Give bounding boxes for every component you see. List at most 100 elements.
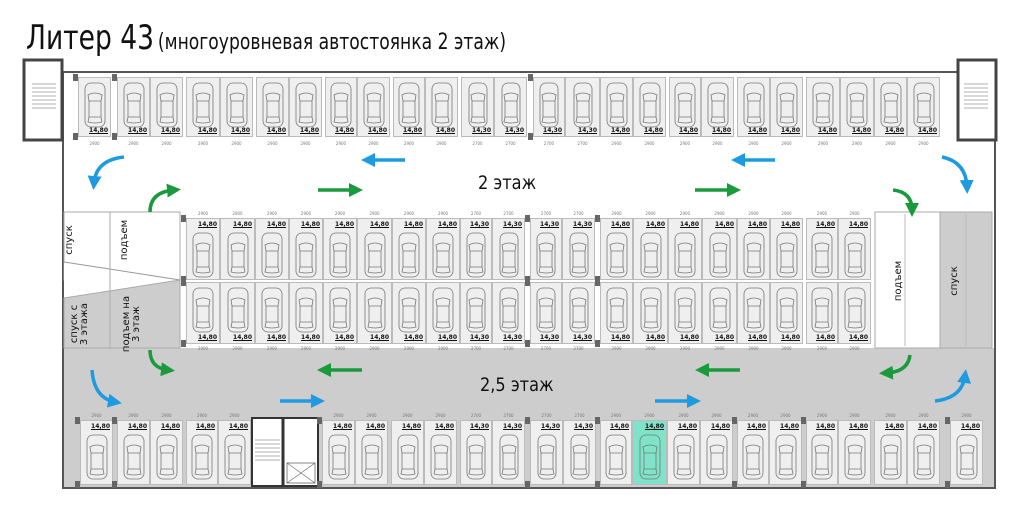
parking-spot[interactable]: 14,80 [633, 218, 668, 280]
parking-spot[interactable]: 14,30 [460, 420, 492, 485]
parking-spot[interactable]: 14,80 [186, 77, 220, 137]
parking-spot[interactable]: 14,80 [806, 420, 838, 485]
parking-spot[interactable]: 14,80 [700, 420, 733, 485]
parking-spot[interactable]: 14,30 [492, 420, 525, 485]
parking-spot[interactable]: 14,80 [289, 218, 323, 280]
parking-spot[interactable]: 14,80 [117, 77, 150, 137]
parking-spot[interactable]: 14,80 [838, 420, 871, 485]
spot-width-dimension: 2900 [748, 346, 759, 351]
parking-spot[interactable]: 14,80 [806, 218, 838, 280]
parking-spot[interactable]: 14,80 [323, 282, 357, 344]
parking-spot[interactable]: 14,80 [425, 77, 458, 137]
parking-spot[interactable]: 14,80 [426, 282, 460, 344]
spot-area: 14,80 [816, 423, 835, 430]
parking-spot[interactable]: 14,80 [393, 77, 425, 137]
parking-spot[interactable]: 14,80 [702, 282, 737, 344]
parking-spot[interactable]: 14,80 [838, 218, 871, 280]
parking-spot[interactable]: 14,30 [461, 77, 494, 137]
parking-spot[interactable]: 14,80 [78, 77, 111, 137]
parking-spot[interactable]: 14,80 [737, 77, 770, 137]
parking-spot[interactable]: 14,80 [874, 420, 907, 485]
parking-spot[interactable]: 14,80 [322, 420, 355, 485]
parking-spot[interactable]: 14,80 [770, 282, 803, 344]
parking-spot[interactable]: 14,80 [325, 77, 357, 137]
parking-spot[interactable]: 14,80 [838, 282, 871, 344]
parking-spot[interactable]: 14,30 [460, 282, 492, 344]
parking-spot[interactable]: 14,80 [770, 77, 803, 137]
parking-spot[interactable]: 14,80 [80, 420, 113, 485]
parking-spot[interactable]: 14,80 [701, 77, 734, 137]
parking-spot[interactable]: 14,80 [256, 77, 289, 137]
parking-spot[interactable]: 14,80 [600, 420, 632, 485]
parking-spot[interactable]: 14,80 [668, 218, 702, 280]
parking-spot[interactable]: 14,80 [669, 77, 701, 137]
parking-spot[interactable]: 14,30 [492, 282, 525, 344]
parking-spot[interactable]: 14,80 [907, 77, 940, 137]
parking-spot[interactable]: 14,30 [494, 77, 527, 137]
parking-spot[interactable]: 14,80 [424, 420, 457, 485]
parking-spot[interactable]: 14,80 [668, 282, 702, 344]
parking-spot[interactable]: 14,80 [220, 218, 255, 280]
car-icon [295, 82, 316, 128]
parking-spot[interactable]: 14,80 [806, 282, 838, 344]
parking-spot[interactable]: 14,80 [289, 77, 322, 137]
parking-spot[interactable]: 14,80 [737, 218, 770, 280]
parking-spot[interactable]: 14,80 [667, 420, 700, 485]
parking-spot[interactable]: 14,30 [460, 218, 492, 280]
parking-spot[interactable]: 14,30 [530, 282, 562, 344]
structural-column [732, 481, 737, 488]
parking-spot[interactable]: 14,80 [220, 77, 253, 137]
parking-spot[interactable]: 14,80 [323, 218, 357, 280]
parking-spot[interactable]: 14,80 [186, 282, 220, 344]
parking-spot[interactable]: 14,30 [565, 77, 600, 137]
parking-spot[interactable]: 14,80 [907, 420, 940, 485]
parking-spot[interactable]: 14,80 [769, 420, 802, 485]
parking-spot[interactable]: 14,80 [426, 218, 460, 280]
spot-width-dimension: 2900 [300, 346, 312, 351]
parking-spot[interactable]: 14,30 [492, 218, 525, 280]
parking-spot[interactable]: 14,80 [874, 77, 907, 137]
parking-spot[interactable]: 14,80 [186, 218, 220, 280]
parking-spot[interactable]: 14,80 [150, 77, 183, 137]
parking-spot[interactable]: 14,80 [150, 420, 183, 485]
spot-area: 14,80 [161, 127, 180, 134]
parking-spot[interactable]: 14,80 [806, 77, 840, 137]
parking-spot[interactable]: 14,30 [533, 77, 565, 137]
parking-spot[interactable]: 14,80 [600, 218, 633, 280]
parking-spot[interactable]: 14,30 [530, 420, 563, 485]
parking-spot[interactable]: 14,80 [218, 420, 251, 485]
parking-spot[interactable]: 14,80 [737, 282, 770, 344]
spot-area: 14,30 [505, 127, 524, 134]
parking-spot[interactable]: 14,80 [633, 77, 666, 137]
parking-spot[interactable]: 14,80 [600, 282, 633, 344]
parking-spot[interactable]: 14,30 [530, 218, 562, 280]
parking-spot[interactable]: 14,80 [355, 420, 388, 485]
parking-spot[interactable]: 14,80 [950, 420, 983, 485]
parking-spot[interactable]: 14,80 [392, 218, 426, 280]
parking-spot[interactable]: 14,30 [562, 282, 595, 344]
parking-spot[interactable]: 14,80 [357, 77, 390, 137]
parking-spot[interactable]: 14,80 [737, 420, 769, 485]
parking-spot[interactable]: 14,80 [117, 420, 150, 485]
parking-spot[interactable]: 14,80 [255, 282, 289, 344]
parking-spot[interactable]: 14,80 [392, 282, 426, 344]
spot-width-dimension: 2900 [816, 211, 828, 216]
parking-spot[interactable]: 14,80 [770, 218, 803, 280]
parking-spot[interactable]: 14,80 [840, 77, 874, 137]
parking-spot[interactable]: 14,80 [632, 420, 667, 485]
parking-spot[interactable]: 14,80 [600, 77, 633, 137]
parking-spot[interactable]: 14,80 [220, 282, 255, 344]
parking-spot[interactable]: 14,80 [357, 282, 392, 344]
parking-spot[interactable]: 14,80 [186, 420, 218, 485]
parking-spot[interactable]: 14,80 [289, 282, 323, 344]
parking-spot[interactable]: 14,80 [633, 282, 668, 344]
parking-spot[interactable]: 14,30 [563, 420, 596, 485]
arrow-curve-icon [148, 349, 175, 377]
car-icon [123, 434, 144, 480]
spot-area: 14,80 [438, 221, 457, 228]
parking-spot[interactable]: 14,30 [562, 218, 595, 280]
parking-spot[interactable]: 14,80 [255, 218, 289, 280]
parking-spot[interactable]: 14,80 [357, 218, 392, 280]
parking-spot[interactable]: 14,80 [702, 218, 737, 280]
parking-spot[interactable]: 14,80 [391, 420, 424, 485]
